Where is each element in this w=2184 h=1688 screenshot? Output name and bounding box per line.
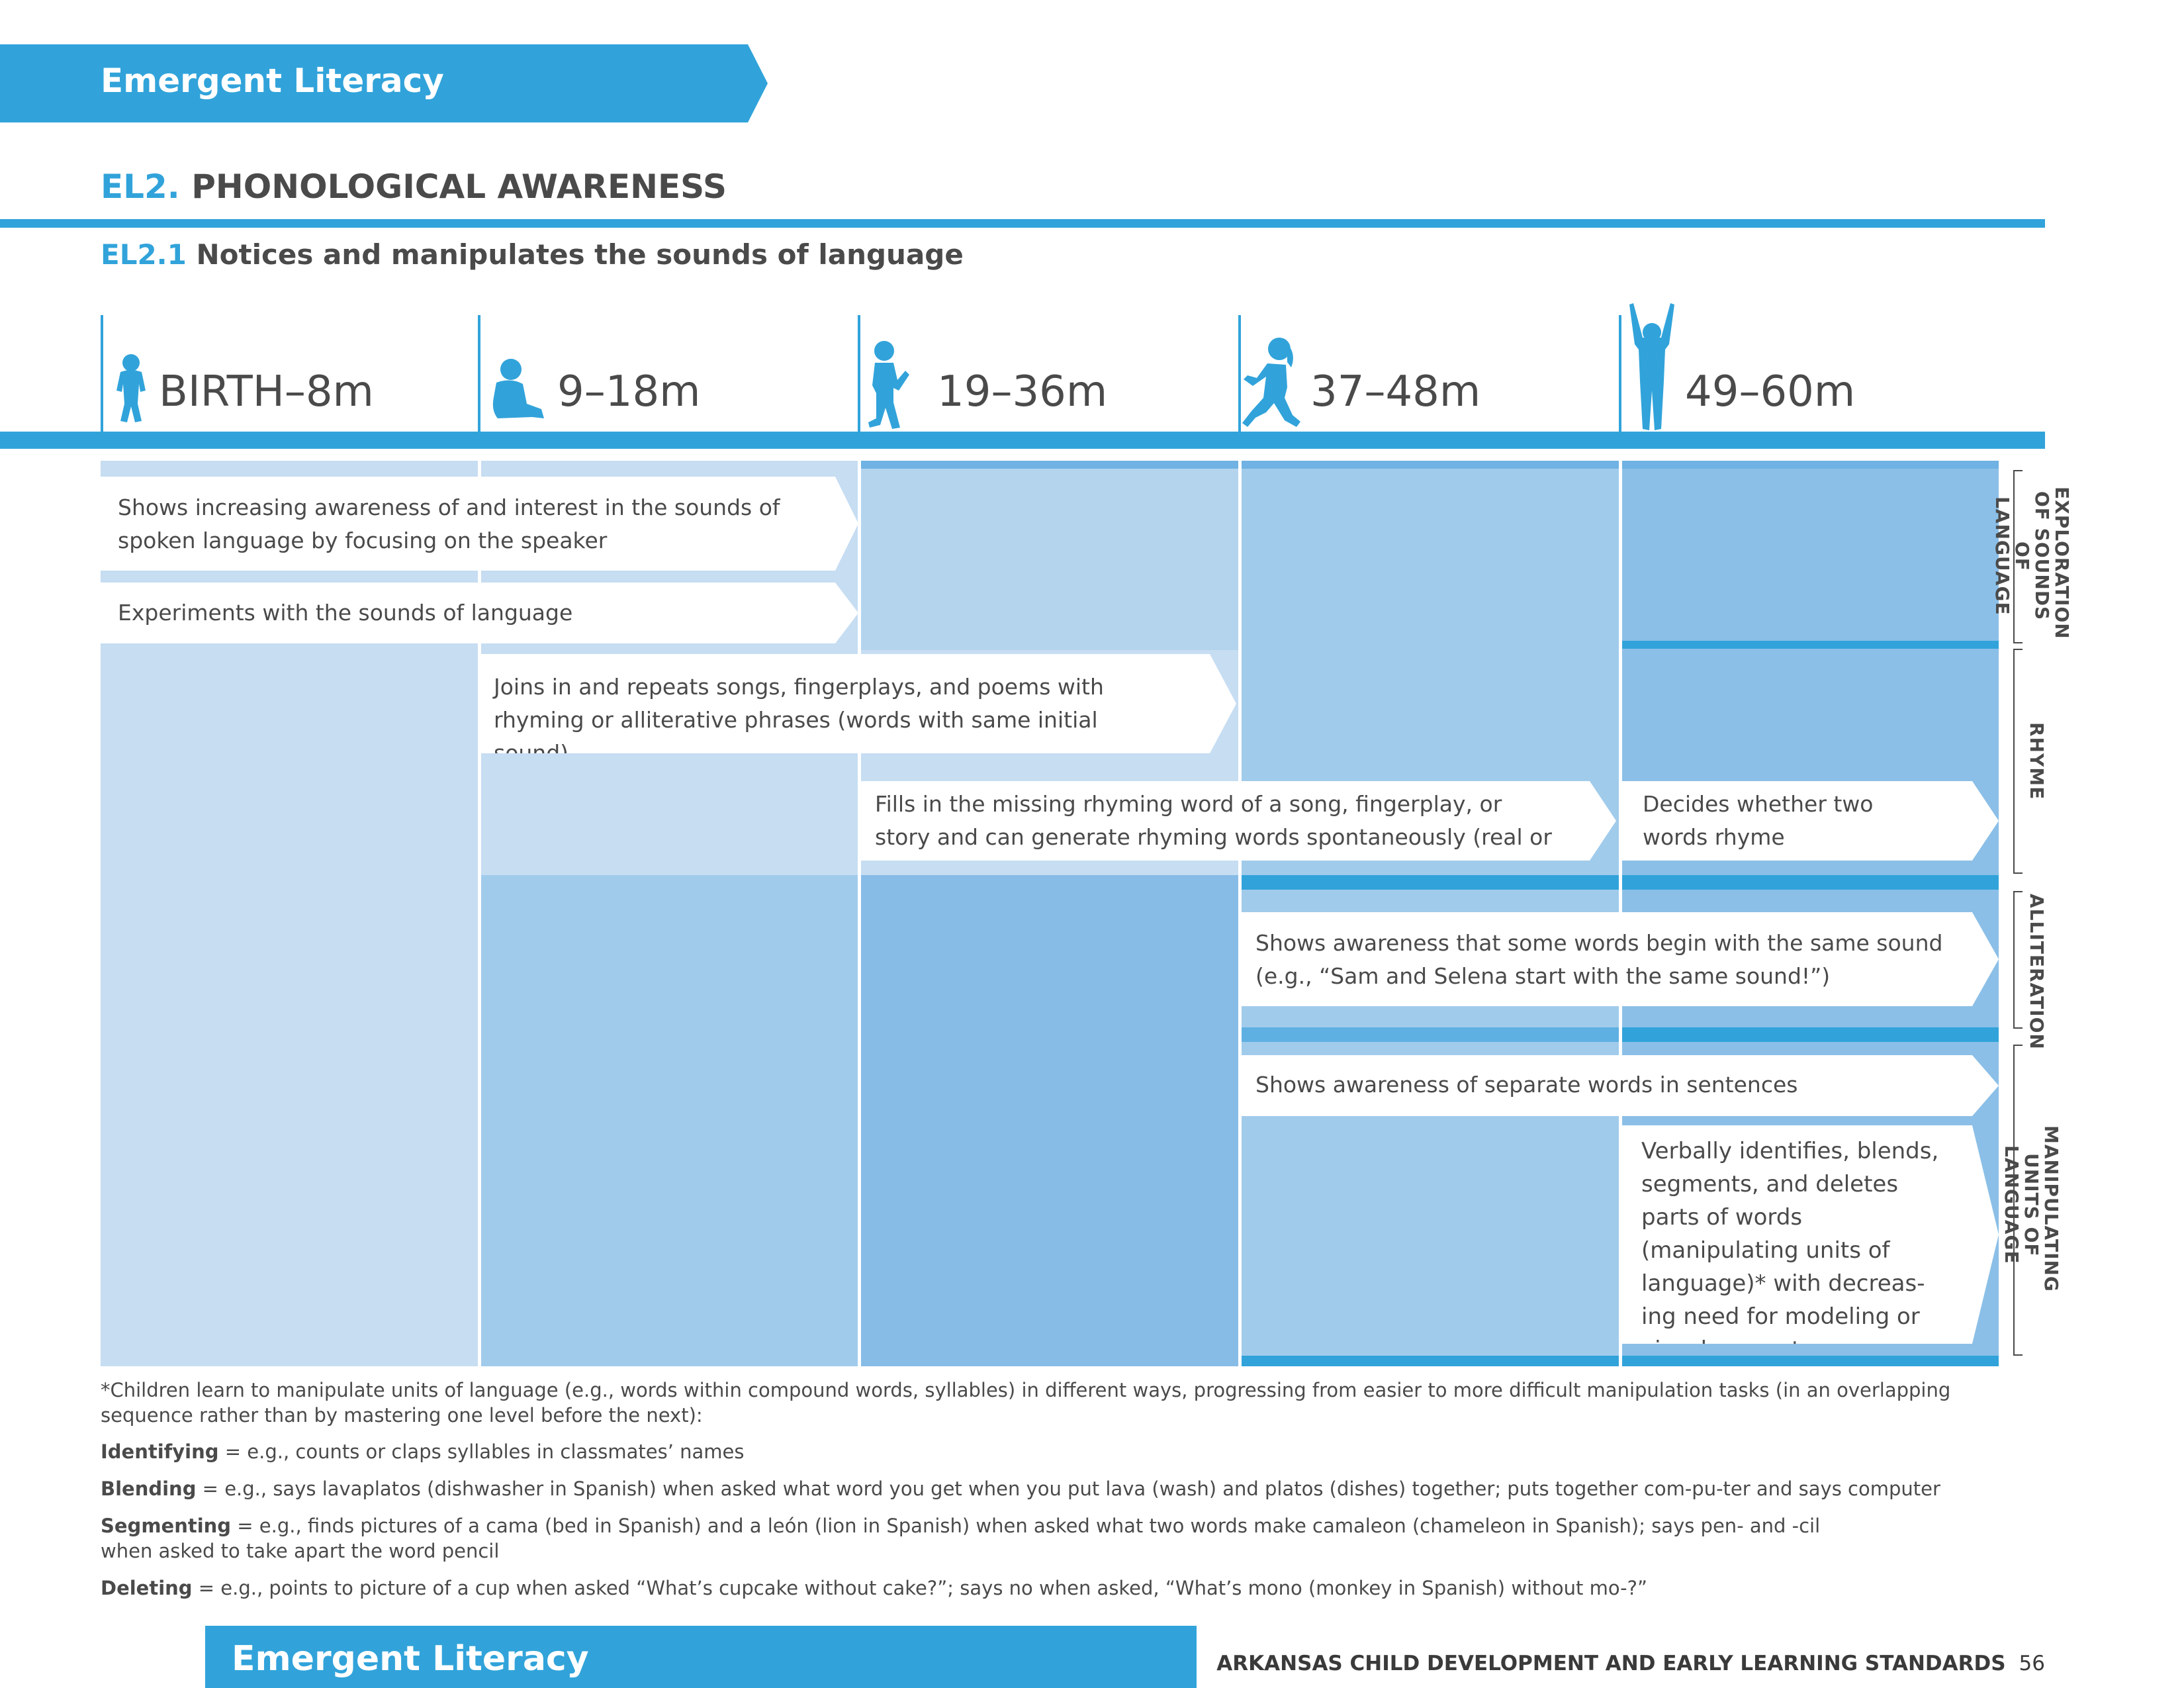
age-label-49-60m: 49–60m bbox=[1685, 367, 1856, 416]
subsection-title: EL2.1 Notices and manipulates the sounds… bbox=[101, 238, 964, 271]
age-divider bbox=[858, 315, 860, 432]
indicator-text: Shows increasing awareness of and intere… bbox=[118, 494, 780, 553]
indicator-manipulates-units: Verbally identifies, blends, segments, a… bbox=[1620, 1125, 1999, 1344]
indicator-text: Shows awareness that some words begin wi… bbox=[1255, 930, 1943, 989]
subsection-name: Notices and manipulates the sounds of la… bbox=[196, 238, 964, 271]
page-number: 56 bbox=[2019, 1652, 2045, 1675]
publication-title: ARKANSAS CHILD DEVELOPMENT AND EARLY LEA… bbox=[1216, 1652, 2006, 1675]
indicator-text: Joins in and repeats songs, fingerplays,… bbox=[494, 674, 1104, 766]
footnote-definition: = e.g., finds pictures of a cama (bed in… bbox=[101, 1515, 1821, 1562]
section-code: EL2. bbox=[101, 167, 180, 206]
walking-toddler-icon bbox=[868, 341, 909, 429]
infant-icon bbox=[116, 354, 146, 422]
column-19-36m-upper bbox=[859, 461, 1240, 650]
indicator-text: Verbally identifies, blends, segments, a… bbox=[1641, 1138, 1939, 1344]
footer-banner-title: Emergent Literacy bbox=[232, 1639, 589, 1679]
section-name: PHONOLOGICAL AWARENESS bbox=[191, 167, 727, 206]
footnote-segmenting: Segmenting = e.g., finds pictures of a c… bbox=[101, 1513, 1854, 1564]
category-rhyme: RHYME bbox=[2026, 722, 2048, 800]
indicator-text: Experiments with the sounds of language bbox=[118, 600, 573, 626]
column-19-36m-lower bbox=[859, 875, 1240, 1366]
column-9-18m-lower bbox=[479, 875, 859, 1366]
footnote-definition: = e.g., points to picture of a cup when … bbox=[192, 1577, 1647, 1599]
footnote-term: Identifying bbox=[101, 1440, 219, 1463]
section-title: EL2. PHONOLOGICAL AWARENESS bbox=[101, 167, 727, 206]
indicator-alliteration-awareness: Shows awareness that some words begin wi… bbox=[1240, 912, 1999, 1006]
footnote-term: Segmenting bbox=[101, 1515, 232, 1537]
column-top-strip bbox=[859, 461, 1999, 469]
footnote-term: Deleting bbox=[101, 1577, 193, 1599]
subsection-code: EL2.1 bbox=[101, 238, 187, 271]
divider bbox=[0, 219, 2045, 228]
category-bracket bbox=[2013, 891, 2023, 1029]
section-banner: Emergent Literacy bbox=[0, 44, 768, 122]
indicator-text: Decides whether two words rhyme bbox=[1643, 791, 1874, 850]
category-divider bbox=[1620, 1027, 1999, 1042]
indicator-separate-words: Shows awareness of separate words in sen… bbox=[1240, 1055, 1999, 1116]
sitting-baby-icon bbox=[492, 359, 544, 418]
indicator-repeats-rhymes: Joins in and repeats songs, fingerplays,… bbox=[479, 654, 1236, 753]
indicator-text: Fills in the missing rhyming word of a s… bbox=[875, 791, 1552, 861]
category-bracket bbox=[2013, 649, 2023, 874]
indicator-fills-rhyming-word: Fills in the missing rhyming word of a s… bbox=[859, 781, 1616, 861]
footnote-identifying: Identifying = e.g., counts or claps syll… bbox=[101, 1439, 1967, 1464]
age-label-9-18m: 9–18m bbox=[557, 367, 701, 416]
category-bracket bbox=[2013, 1045, 2023, 1356]
age-divider bbox=[101, 315, 103, 432]
indicator-text: Shows awareness of separate words in sen… bbox=[1255, 1072, 1798, 1098]
category-manipulating: MANIPULATING UNITS OF LANGUAGE bbox=[2001, 1125, 2062, 1292]
indicator-awareness-of-sounds: Shows increasing awareness of and intere… bbox=[101, 477, 858, 571]
footnote-term: Blending bbox=[101, 1477, 197, 1500]
running-child-icon bbox=[1242, 338, 1300, 427]
indicator-decides-rhyme: Decides whether two words rhyme bbox=[1620, 781, 1999, 861]
footnote-definition: = e.g., says lavaplatos (dishwasher in S… bbox=[196, 1477, 1940, 1500]
footnote-definition: = e.g., counts or claps syllables in cla… bbox=[218, 1440, 745, 1463]
age-divider bbox=[478, 315, 480, 432]
age-label-37-48m: 37–48m bbox=[1310, 367, 1481, 416]
age-band-rule bbox=[0, 432, 2045, 449]
age-label-birth-8m: BIRTH–8m bbox=[159, 367, 374, 416]
age-divider bbox=[1619, 315, 1621, 432]
arms-up-child-icon bbox=[1629, 303, 1674, 430]
column-divider bbox=[858, 461, 861, 1366]
age-divider bbox=[1238, 315, 1241, 432]
footnote-deleting: Deleting = e.g., points to picture of a … bbox=[101, 1575, 1967, 1601]
category-alliteration: ALLITERATION bbox=[2026, 894, 2048, 1050]
column-divider bbox=[478, 461, 481, 1366]
footnote-intro: *Children learn to manipulate units of l… bbox=[101, 1379, 1951, 1427]
footnote-blending: Blending = e.g., says lavaplatos (dishwa… bbox=[101, 1476, 1967, 1501]
category-divider bbox=[1620, 641, 1999, 649]
category-exploration: EXPLORATION OF SOUNDS OF LANGUAGE bbox=[1991, 487, 2073, 639]
category-bracket bbox=[2013, 470, 2023, 643]
footer-banner: Emergent Literacy bbox=[205, 1626, 1197, 1688]
indicator-experiments-with-sounds: Experiments with the sounds of language bbox=[101, 583, 858, 643]
age-label-19-36m: 19–36m bbox=[937, 367, 1108, 416]
banner-title: Emergent Literacy bbox=[101, 62, 444, 100]
footer-publication: ARKANSAS CHILD DEVELOPMENT AND EARLY LEA… bbox=[1216, 1652, 2045, 1675]
